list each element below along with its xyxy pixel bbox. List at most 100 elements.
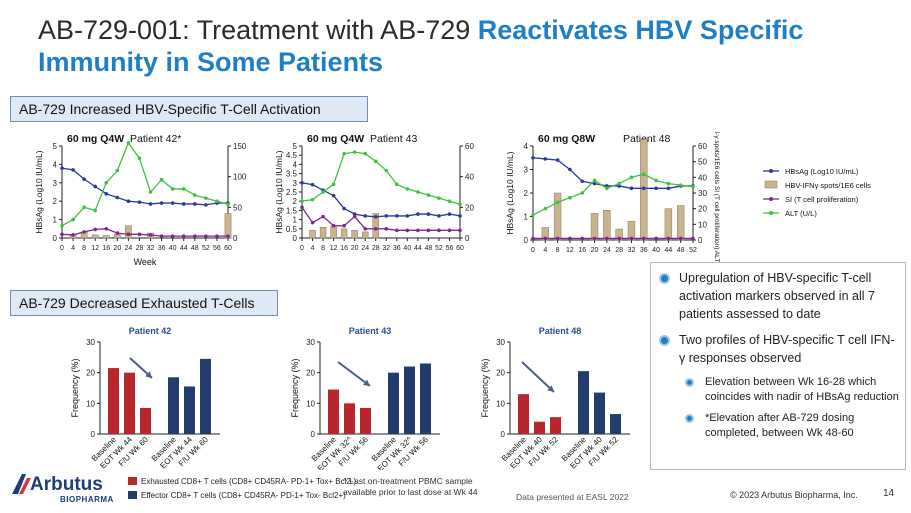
legend-marker-alt: [769, 211, 773, 215]
si-point: [342, 223, 346, 228]
alt-point: [555, 200, 560, 205]
si-point: [148, 233, 153, 237]
si-point: [193, 234, 197, 238]
x-tick-label: 8: [556, 247, 560, 254]
y2-tick-label: 20: [698, 205, 707, 214]
sub-bullet-2: *Elevation after AB-729 dosing completed…: [657, 411, 899, 441]
si-point: [605, 236, 609, 241]
alt-point: [531, 213, 535, 217]
sub-bullet-1: Elevation between Wk 16-28 which coincid…: [657, 375, 899, 405]
x-tick-label: 32: [147, 245, 155, 252]
hbsag-point: [629, 186, 634, 191]
section-exhausted-header: AB-729 Decreased Exhausted T-Cells: [10, 290, 278, 316]
y-tick-label: 0: [501, 430, 506, 439]
y2-tick-label: 10: [698, 220, 707, 229]
y2-tick-label: 60: [465, 142, 474, 151]
y-tick-label: 2: [53, 197, 58, 206]
legend-swatch-effector: [128, 491, 137, 499]
alt-point: [384, 168, 389, 173]
y2-axis-label: HBV-IFN-γ spots/1E6 cells SI (T cell pro…: [713, 132, 720, 262]
hbsag-point: [405, 214, 410, 218]
alt-point: [60, 223, 64, 228]
x-tick-label: 40: [652, 247, 660, 254]
y-axis-label: HBsAg (Log10 IU/mL): [34, 150, 44, 233]
y-tick-label: 5: [53, 142, 58, 151]
effector-bar: [184, 386, 195, 434]
x-tick-label: 20: [351, 245, 359, 252]
x-tick-label: 24: [361, 245, 369, 252]
logo-mark-icon: [12, 474, 26, 494]
hbsag-point: [310, 182, 315, 187]
alt-point: [148, 190, 153, 194]
ifn-bar: [603, 209, 611, 241]
bullet-1-text: Upregulation of HBV-specific T-cell acti…: [679, 271, 875, 321]
x-tick-label: 56: [446, 245, 454, 252]
x-tick-label: 48: [191, 245, 199, 252]
si-point: [395, 228, 399, 233]
footnote: ^ Last on-treatment PBMC sample availabl…: [343, 476, 478, 497]
y-tick-label: 4: [524, 142, 529, 151]
legend-marker-si: [769, 197, 773, 201]
si-line: [301, 206, 460, 231]
title-main: AB-729-001: Treatment with AB-729: [38, 15, 478, 45]
x-tick-label: 16: [578, 247, 586, 254]
x-tick-label: 48: [425, 245, 433, 252]
alt-point: [300, 199, 304, 203]
alt-point: [395, 182, 399, 187]
si-point: [93, 227, 97, 232]
hbsag-point: [568, 167, 572, 172]
si-point: [654, 236, 658, 241]
x-tick-label: 40: [169, 245, 177, 252]
y-tick-label: 1: [524, 213, 529, 222]
x-tick-label: 36: [158, 245, 166, 252]
y-tick-label: 0: [311, 430, 316, 439]
y-tick-label: 10: [306, 399, 315, 408]
slide-title: AB-729-001: Treatment with AB-729 Reacti…: [38, 14, 898, 78]
sub-bullet-2-text: *Elevation after AB-729 dosing completed…: [705, 412, 855, 439]
y2-tick-label: 50: [233, 203, 242, 212]
hbsag-point: [447, 212, 452, 216]
ifn-bar: [361, 231, 369, 239]
si-point: [310, 220, 315, 225]
effector-bar: [420, 363, 431, 434]
si-point: [226, 234, 230, 238]
bar-chart-patient-label: Patient 42: [129, 326, 172, 336]
hbsag-point: [416, 212, 420, 216]
ifn-bar: [553, 192, 562, 241]
si-point: [555, 236, 560, 241]
y-axis-label: Frequency (%): [480, 358, 490, 417]
hbsag-point: [71, 168, 75, 172]
si-point: [426, 228, 431, 233]
x-tick-label: 0: [60, 245, 64, 252]
y2-tick-label: 60: [698, 142, 707, 151]
alt-point: [629, 175, 634, 180]
y-tick-label: 30: [306, 338, 315, 347]
y-tick-label: 5: [293, 142, 298, 151]
y-tick-label: 1: [53, 216, 58, 225]
hbsag-point: [666, 186, 671, 191]
hbsag-point: [300, 181, 304, 185]
hbsag-point: [193, 202, 197, 206]
hbsag-point: [363, 214, 367, 218]
si-point: [543, 236, 548, 241]
si-point: [447, 228, 452, 233]
hbsag-point: [395, 214, 399, 218]
ifn-bar: [125, 225, 132, 239]
x-tick-label: 0: [300, 245, 304, 252]
hbsag-point: [115, 195, 120, 200]
hbsag-point: [437, 214, 441, 218]
sub-bullet-1-text: Elevation between Wk 16-28 which coincid…: [705, 376, 899, 403]
legend-exhausted: Exhausted CD8+ T cells (CD8+ CD45RA- PD-…: [128, 474, 356, 488]
y-tick-label: 2.5: [286, 188, 298, 197]
copyright: © 2023 Arbutus Biopharma, Inc.: [730, 490, 858, 500]
x-axis-label: Week: [134, 257, 157, 266]
si-point: [458, 228, 462, 233]
hbsag-line: [301, 182, 461, 218]
si-point: [641, 236, 646, 241]
alt-point: [126, 141, 131, 145]
x-tick-label: 16: [340, 245, 348, 252]
si-point: [617, 236, 621, 241]
hbsag-point: [342, 206, 346, 211]
